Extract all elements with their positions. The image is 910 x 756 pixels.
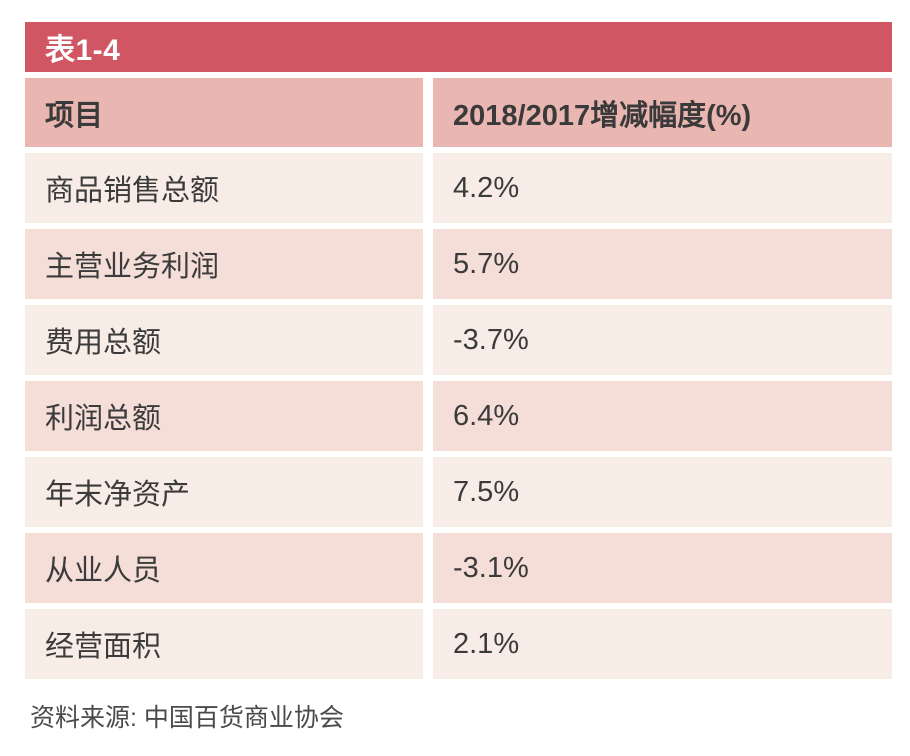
row-item-label: 利润总额	[25, 381, 423, 451]
table-row: 经营面积 2.1%	[25, 609, 892, 679]
table-row: 费用总额 -3.7%	[25, 305, 892, 375]
header-cell-item: 项目	[25, 78, 423, 147]
table-title: 表1-4	[45, 34, 121, 67]
data-source-note: 资料来源: 中国百货商业协会	[30, 704, 344, 732]
row-item-label: 主营业务利润	[25, 229, 423, 299]
stats-table: 表1-4 项目 2018/2017增减幅度(%) 商品销售总额 4.2% 主营业…	[25, 22, 892, 679]
row-item-value: 5.7%	[433, 229, 892, 299]
row-item-label: 从业人员	[25, 533, 423, 603]
table-row: 利润总额 6.4%	[25, 381, 892, 451]
row-item-value: 7.5%	[433, 457, 892, 527]
row-item-value: -3.7%	[433, 305, 892, 375]
row-item-label: 商品销售总额	[25, 153, 423, 223]
row-item-label: 经营面积	[25, 609, 423, 679]
row-item-value: -3.1%	[433, 533, 892, 603]
table-title-bar: 表1-4	[25, 22, 892, 72]
row-item-value: 6.4%	[433, 381, 892, 451]
table-row: 从业人员 -3.1%	[25, 533, 892, 603]
row-item-value: 4.2%	[433, 153, 892, 223]
row-item-label: 费用总额	[25, 305, 423, 375]
table-row: 主营业务利润 5.7%	[25, 229, 892, 299]
header-cell-change: 2018/2017增减幅度(%)	[433, 78, 892, 147]
table-row: 年末净资产 7.5%	[25, 457, 892, 527]
table-row: 商品销售总额 4.2%	[25, 153, 892, 223]
row-item-value: 2.1%	[433, 609, 892, 679]
table-header-row: 项目 2018/2017增减幅度(%)	[25, 78, 892, 147]
row-item-label: 年末净资产	[25, 457, 423, 527]
